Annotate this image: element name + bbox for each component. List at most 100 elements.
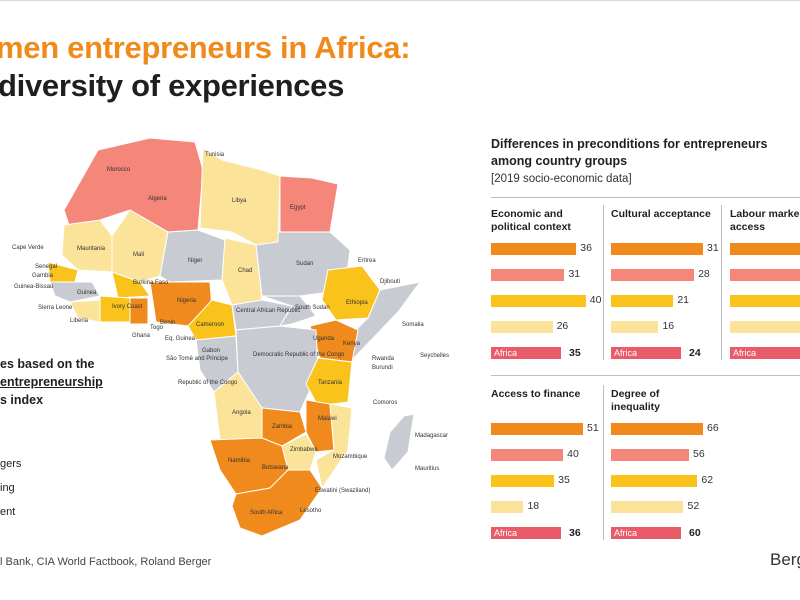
bar-panel: Economic and political context 36 31 40 26 Af…: [491, 208, 601, 359]
bar: [611, 423, 703, 435]
panel-title: Degree of inequality: [611, 388, 661, 413]
africa-label: Africa: [494, 348, 518, 358]
africa-map: [47, 137, 422, 537]
bar: [491, 423, 583, 435]
country-label: Guinea-Bissau: [14, 284, 54, 290]
country-label: Mozambique: [333, 454, 368, 460]
country-label: Tanzania: [318, 380, 343, 386]
africa-label: Africa: [494, 528, 518, 538]
bar: [730, 243, 800, 255]
country-label: Algeria: [148, 196, 167, 202]
map-region-niger: [159, 229, 226, 283]
bar: [491, 269, 565, 281]
map-region-guinea: [49, 281, 101, 303]
legend-item-2: ing: [0, 482, 15, 494]
source-note: l Bank, CIA World Factbook, Roland Berge…: [0, 556, 212, 568]
country-label: Zambia: [272, 424, 293, 430]
bar: [491, 501, 524, 513]
panel-title: Access to finance: [491, 388, 581, 400]
bar-value-label: 26: [556, 320, 569, 332]
country-label: Ivory Coast: [112, 304, 143, 310]
country-label: Gambia: [32, 273, 54, 279]
bar: [611, 243, 703, 255]
bar-value-label: 28: [698, 268, 710, 280]
bar: [611, 501, 684, 513]
bar: [491, 295, 586, 307]
bar: [491, 243, 577, 255]
country-label: Burundi: [372, 365, 393, 371]
bar-value-label: 31: [568, 268, 581, 280]
bar-value-label: 35: [558, 474, 570, 486]
country-label: São Tomé and Principe: [166, 356, 228, 362]
map-region-zambia: [261, 407, 307, 447]
country-label: Malawi: [318, 416, 337, 422]
right-title-line-1: Differences in preconditions for entrepr…: [491, 137, 768, 151]
bar: [611, 269, 695, 281]
map-region-uganda-kenya: [309, 319, 359, 363]
bar-value-label: 36: [580, 242, 592, 254]
country-label: Mauritania: [77, 246, 106, 252]
country-label: Namibia: [228, 458, 251, 464]
bar-value-label: 40: [567, 448, 579, 460]
country-label: Niger: [188, 258, 203, 264]
title-line-2: diversity of experiences: [0, 68, 345, 103]
bar: [491, 449, 564, 461]
country-label: Mali: [133, 252, 145, 258]
country-label: Ethiopia: [346, 300, 368, 306]
country-label: Nigeria: [177, 298, 197, 304]
map-region-malawi: [305, 399, 335, 453]
right-subtitle: [2019 socio-economic data]: [491, 173, 632, 185]
roland-berger-logo: Berg: [770, 550, 800, 569]
africa-value: 24: [689, 347, 701, 359]
country-label: Guinea: [77, 290, 97, 296]
country-label: Benin: [160, 320, 176, 326]
bar-panel: Labour marke access38Africa: [730, 208, 800, 359]
country-label: Eswatini (Swaziland): [315, 488, 371, 494]
legend-heading-line-3: s index: [0, 393, 44, 407]
country-label: Ghana: [132, 333, 151, 339]
country-label: Burkina Faso: [133, 280, 169, 286]
country-label: Egypt: [290, 205, 306, 211]
map-region-south-africa: [231, 469, 323, 537]
bar: [730, 321, 800, 333]
map-region-south-sudan: [261, 295, 317, 327]
country-label: Liberia: [70, 318, 89, 324]
country-label: Togo: [150, 325, 164, 331]
africa-value: 36: [569, 527, 581, 539]
panel-divider-2: [721, 205, 722, 360]
country-label: Morocco: [107, 167, 131, 173]
bar-value-label: 51: [587, 422, 599, 434]
bar-value-label: 62: [701, 474, 714, 486]
panel-title: Economic and political context: [491, 208, 571, 233]
title-line-1: men entrepreneurs in Africa:: [0, 30, 411, 65]
bar-value-label: 21: [677, 294, 689, 306]
bar: [611, 449, 690, 461]
country-label: Sudan: [296, 261, 314, 267]
right-mid-divider: [491, 375, 800, 376]
panel-divider-3: [603, 385, 604, 540]
africa-label: Africa: [733, 348, 757, 358]
legend-heading-line-2: entrepreneurship: [0, 375, 103, 389]
country-label: Zimbabwe: [290, 447, 318, 453]
bar: [730, 295, 800, 307]
africa-bar: [491, 347, 561, 359]
country-label: Eritrea: [358, 258, 376, 264]
map-region-tanzania: [305, 357, 353, 407]
country-label: Eq. Guinea: [165, 336, 196, 342]
country-label: Comoros: [373, 400, 398, 406]
africa-value: 60: [689, 527, 701, 539]
country-label: Cape Verde: [12, 245, 44, 251]
country-label: Central African Republic: [236, 308, 301, 314]
country-label: Libya: [232, 198, 247, 204]
africa-value: 35: [569, 347, 581, 359]
right-title: Differences in preconditions for entrepr…: [491, 136, 767, 170]
country-label: Senegal: [35, 264, 58, 270]
africa-bar: [730, 347, 800, 359]
bar-value-label: 18: [527, 500, 540, 512]
right-title-line-2: among country groups: [491, 154, 628, 168]
map-region-ghana: [129, 297, 149, 325]
country-label: Mauritius: [415, 466, 440, 472]
country-label: Sierra Leone: [38, 305, 73, 311]
map-region-burkina: [111, 271, 151, 299]
country-label: South Africa: [250, 510, 283, 516]
